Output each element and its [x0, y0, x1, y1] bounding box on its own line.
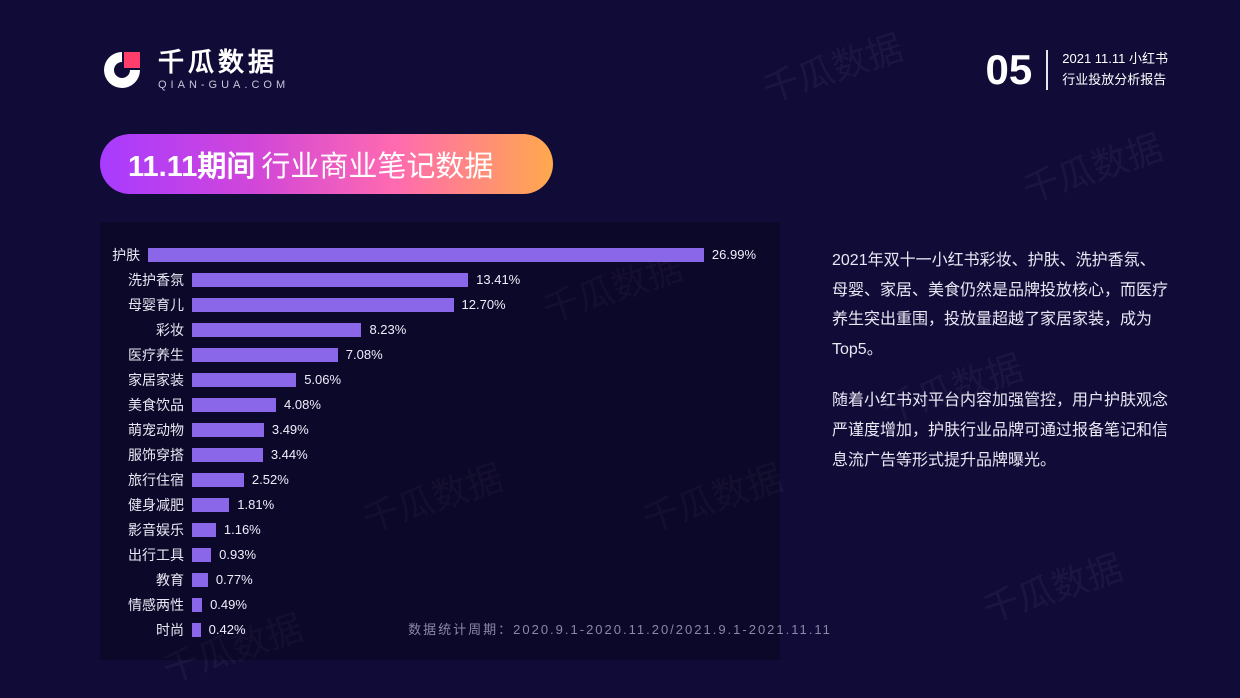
bar-row: 家居家装 5.06%: [112, 367, 756, 392]
bar-label: 母婴育儿: [112, 295, 192, 315]
bar-row: 出行工具 0.93%: [112, 542, 756, 567]
bar-fill: [192, 598, 202, 612]
bar-label: 美食饮品: [112, 395, 192, 415]
bar-value: 8.23%: [369, 322, 406, 337]
bar-row: 萌宠动物 3.49%: [112, 417, 756, 442]
bar-label: 影音娱乐: [112, 520, 192, 540]
footer-note: 数据统计周期：2020.9.1-2020.11.20/2021.9.1-2021…: [0, 619, 1240, 638]
bar-label: 萌宠动物: [112, 420, 192, 440]
brand-logo-block: 千瓜数据 QIAN-GUA.COM: [100, 48, 289, 92]
bar-value: 0.77%: [216, 572, 253, 587]
bar-row: 服饰穿搭 3.44%: [112, 442, 756, 467]
bar-label: 出行工具: [112, 545, 192, 565]
bar-track: 3.44%: [192, 447, 756, 462]
bar-fill: [192, 473, 244, 487]
bar-fill: [192, 298, 454, 312]
bar-track: 8.23%: [192, 322, 756, 337]
bar-track: 7.08%: [192, 347, 756, 362]
bar-row: 洗护香氛 13.41%: [112, 267, 756, 292]
description-paragraphs: 2021年双十一小红书彩妆、护肤、洗护香氛、母婴、家居、美食仍然是品牌投放核心，…: [832, 222, 1168, 475]
bar-row: 彩妆 8.23%: [112, 317, 756, 342]
page-subtitle-line2: 行业投放分析报告: [1062, 70, 1168, 91]
bar-fill: [192, 548, 211, 562]
bar-value: 13.41%: [476, 272, 520, 287]
bar-fill: [192, 423, 264, 437]
bar-value: 1.16%: [224, 522, 261, 537]
bar-label: 护肤: [112, 245, 148, 265]
bar-label: 旅行住宿: [112, 470, 192, 490]
bar-track: 12.70%: [192, 297, 756, 312]
bar-fill: [192, 323, 361, 337]
page-divider: [1046, 50, 1048, 90]
bar-label: 彩妆: [112, 320, 192, 340]
bar-fill: [192, 498, 229, 512]
title-light: 行业商业笔记数据: [261, 143, 493, 185]
bar-label: 情感两性: [112, 595, 192, 615]
bar-fill: [192, 348, 338, 362]
bar-row: 旅行住宿 2.52%: [112, 467, 756, 492]
bar-label: 教育: [112, 570, 192, 590]
bar-track: 0.77%: [192, 572, 756, 587]
bar-fill: [192, 398, 276, 412]
bar-track: 1.16%: [192, 522, 756, 537]
bar-track: 2.52%: [192, 472, 756, 487]
bar-fill: [148, 248, 704, 262]
bar-track: 5.06%: [192, 372, 756, 387]
bar-row: 美食饮品 4.08%: [112, 392, 756, 417]
bar-row: 情感两性 0.49%: [112, 592, 756, 617]
bar-row: 影音娱乐 1.16%: [112, 517, 756, 542]
page-number: 05: [986, 49, 1033, 91]
bar-value: 1.81%: [237, 497, 274, 512]
bar-track: 13.41%: [192, 272, 756, 287]
bar-value: 3.49%: [272, 422, 309, 437]
brand-logo-icon: [100, 48, 144, 92]
bar-fill: [192, 373, 296, 387]
bar-label: 服饰穿搭: [112, 445, 192, 465]
bar-track: 4.08%: [192, 397, 756, 412]
bar-fill: [192, 573, 208, 587]
section-title-pill: 11.11期间 行业商业笔记数据: [100, 134, 553, 194]
bar-track: 0.93%: [192, 547, 756, 562]
description-paragraph: 2021年双十一小红书彩妆、护肤、洗护香氛、母婴、家居、美食仍然是品牌投放核心，…: [832, 246, 1168, 364]
bar-value: 26.99%: [712, 247, 756, 262]
bar-value: 2.52%: [252, 472, 289, 487]
bar-row: 医疗养生 7.08%: [112, 342, 756, 367]
bar-row: 护肤 26.99%: [112, 242, 756, 267]
bar-value: 0.93%: [219, 547, 256, 562]
bar-value: 0.49%: [210, 597, 247, 612]
bar-value: 12.70%: [462, 297, 506, 312]
brand-name-cn: 千瓜数据: [158, 49, 289, 75]
bar-row: 教育 0.77%: [112, 567, 756, 592]
page-subtitle-line1: 2021 11.11 小红书: [1062, 49, 1168, 70]
bar-value: 7.08%: [346, 347, 383, 362]
bar-track: 0.49%: [192, 597, 756, 612]
bar-value: 5.06%: [304, 372, 341, 387]
page-indicator: 05 2021 11.11 小红书 行业投放分析报告: [986, 49, 1168, 91]
bar-track: 3.49%: [192, 422, 756, 437]
header: 千瓜数据 QIAN-GUA.COM 05 2021 11.11 小红书 行业投放…: [0, 0, 1240, 92]
brand-name-en: QIAN-GUA.COM: [158, 79, 289, 91]
bar-label: 洗护香氛: [112, 270, 192, 290]
title-strong: 11.11期间: [128, 143, 255, 185]
bar-label: 健身减肥: [112, 495, 192, 515]
bar-fill: [192, 273, 468, 287]
bar-value: 4.08%: [284, 397, 321, 412]
bar-label: 家居家装: [112, 370, 192, 390]
bar-row: 健身减肥 1.81%: [112, 492, 756, 517]
bar-fill: [192, 523, 216, 537]
bar-track: 26.99%: [148, 247, 756, 262]
bar-value: 3.44%: [271, 447, 308, 462]
bar-label: 医疗养生: [112, 345, 192, 365]
description-paragraph: 随着小红书对平台内容加强管控，用户护肤观念严谨度增加，护肤行业品牌可通过报备笔记…: [832, 386, 1168, 475]
bar-chart-panel: 护肤 26.99% 洗护香氛 13.41% 母婴育儿 12.70% 彩妆 8.23% 医疗养生 7…: [100, 222, 780, 660]
bar-row: 母婴育儿 12.70%: [112, 292, 756, 317]
bar-fill: [192, 448, 263, 462]
bar-track: 1.81%: [192, 497, 756, 512]
